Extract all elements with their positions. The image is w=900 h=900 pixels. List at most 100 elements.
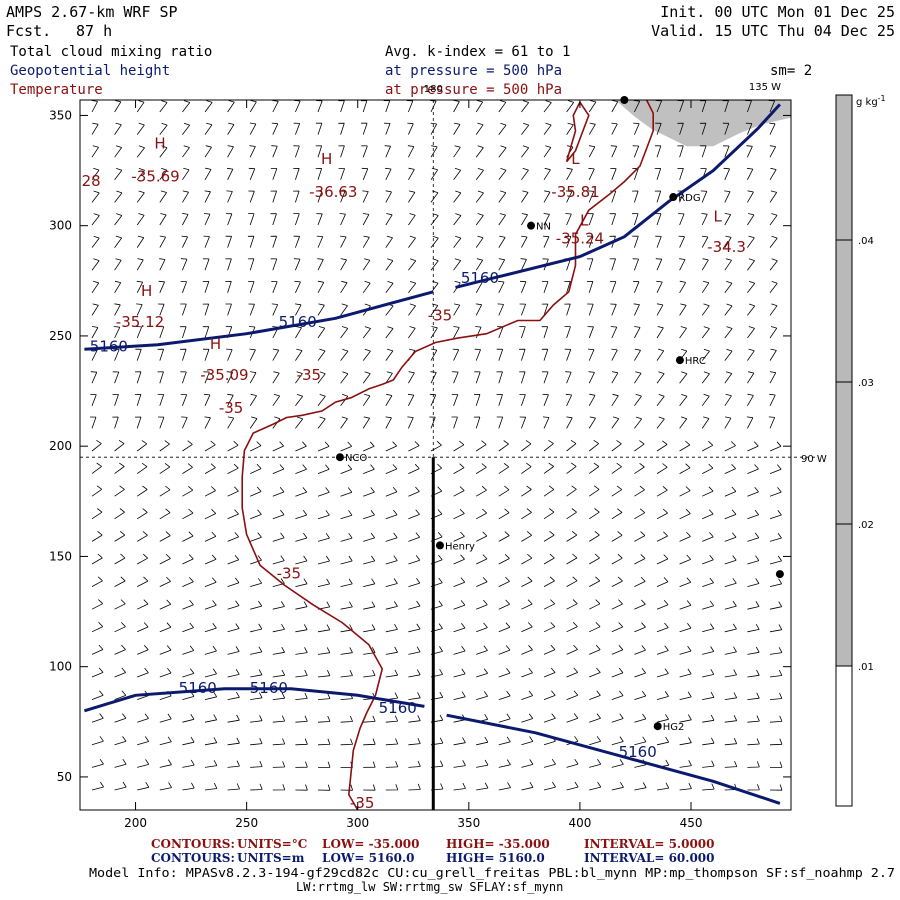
y-tick-label: 150 — [49, 549, 72, 563]
height-contours-label: CONTOURS: — [151, 851, 235, 865]
meridian-135w-label: 135 W — [749, 82, 781, 93]
height-contours-units: UNITS=m — [237, 851, 305, 865]
temperature-contour-label: -35 — [297, 366, 322, 384]
y-tick-label: 100 — [49, 660, 72, 674]
field-temperature-title: Temperature — [10, 82, 103, 98]
temp-contours-low: LOW= -35.000 — [322, 837, 420, 851]
forecast-label: Fcst. — [6, 22, 51, 40]
height-contour-label: 5160 — [250, 679, 288, 697]
extremum-type-low: L — [580, 212, 589, 230]
extremum-value: -35.24 — [556, 229, 604, 247]
temperature-contour-0 — [241, 100, 654, 810]
extremum-type-high: H — [321, 150, 332, 168]
temp-contours-units: UNITS=°C — [237, 837, 307, 851]
colorbar-tick-label: .02 — [858, 520, 874, 531]
x-tick-label: 400 — [568, 816, 591, 830]
extremum-type-high: H — [210, 335, 221, 353]
extremum-value: -34.3 — [707, 238, 746, 256]
extremum-value: -35.09 — [200, 366, 248, 384]
station-marker — [435, 541, 444, 550]
extremum-value: -35.81 — [551, 183, 599, 201]
field-cloud-title: Total cloud mixing ratio — [10, 44, 212, 60]
forecast-value: 87 h — [76, 22, 112, 40]
y-tick-label: 350 — [49, 108, 72, 122]
station-label: Henry — [445, 541, 475, 552]
colorbar-unit-text: g kg — [856, 97, 878, 108]
colorbar-frame — [835, 94, 853, 807]
height-contour-label: 5160 — [619, 743, 657, 761]
height-pressure: at pressure = 500 hPa — [385, 63, 562, 79]
station-label: HRC — [685, 356, 706, 367]
extremum-type-low: L — [713, 207, 722, 225]
model-info: Model Info: MPASv8.2.3-194-gf29cd82c CU:… — [89, 866, 895, 880]
height-contour-1 — [455, 103, 782, 289]
station-label: NN — [536, 222, 551, 233]
height-contour-label: 5160 — [179, 679, 217, 697]
colorbar-tick-label: .03 — [858, 378, 874, 389]
height-contour-0 — [84, 290, 434, 351]
station-marker — [527, 221, 536, 230]
meridian-90w-label: 90 W — [801, 454, 827, 465]
avg-k-index: Avg. k-index = 61 to 1 — [385, 44, 570, 60]
station-marker — [675, 356, 684, 365]
partial-contour-label: 28 — [82, 172, 101, 190]
temperature-contour-label: -35 — [219, 399, 244, 417]
extremum-type-high: H — [154, 135, 165, 153]
height-contours-interval: INTERVAL= 60.000 — [584, 851, 715, 865]
colorbar-tick-label: .01 — [858, 662, 874, 673]
init-time: Init. 00 UTC Mon 01 Dec 25 — [660, 3, 895, 21]
temperature-pressure: at pressure = 500 hPa — [385, 82, 562, 98]
extremum-value: -36.63 — [309, 183, 357, 201]
station-marker — [669, 193, 678, 202]
height-contour-label: 5160 — [279, 313, 317, 331]
x-tick-label: 450 — [680, 816, 703, 830]
x-tick-label: 350 — [457, 816, 480, 830]
colorbar: .01 .02 .03 .04 g kg-1 — [835, 94, 886, 807]
extremum-value: -35.12 — [116, 313, 164, 331]
valid-time: Valid. 15 UTC Thu 04 Dec 25 — [651, 22, 895, 40]
temp-contours-label: CONTOURS: — [151, 837, 235, 851]
colorbar-unit-exponent: -1 — [878, 94, 886, 103]
wind-barbs — [89, 100, 783, 791]
smoothing-label: sm= 2 — [770, 63, 812, 79]
temperature-contour-label: -35 — [277, 564, 302, 582]
extremum-type-low: L — [571, 150, 580, 168]
station-marker — [775, 570, 784, 579]
field-height-title: Geopotential height — [10, 63, 170, 79]
station-label: NCO — [345, 453, 367, 464]
colorbar-tick-label: .04 — [858, 236, 874, 247]
x-tick-label: 200 — [124, 816, 147, 830]
station-label: HG2 — [663, 722, 685, 733]
colorbar-empty — [836, 666, 852, 806]
x-tick-label: 250 — [235, 816, 258, 830]
height-contour-label: 5160 — [90, 337, 128, 355]
height-contours-high: HIGH= 5160.0 — [446, 851, 545, 865]
plot-frame — [79, 99, 792, 811]
height-contour-label: 5160 — [379, 699, 417, 717]
meridian-180-label: 180 — [424, 84, 443, 95]
temp-contours-high: HIGH= -35.000 — [446, 837, 550, 851]
x-tick-label: 300 — [346, 816, 369, 830]
model-title: AMPS 2.67-km WRF SP — [6, 3, 178, 21]
y-tick-label: 250 — [49, 329, 72, 343]
colorbar-fill — [836, 95, 852, 666]
station-marker — [653, 722, 662, 731]
height-contours-low: LOW= 5160.0 — [322, 851, 415, 865]
height-contour-3 — [446, 713, 781, 805]
extremum-value: -35.69 — [131, 168, 179, 186]
temperature-contour-label: -35 — [350, 794, 375, 812]
temperature-contour-label: -35 — [428, 306, 453, 324]
y-tick-label: 50 — [57, 770, 72, 784]
height-contour-2 — [83, 687, 425, 713]
footer: CONTOURS: UNITS=°C LOW= -35.000 HIGH= -3… — [89, 837, 895, 894]
station-label: RDG — [678, 193, 700, 204]
model-info-2: LW:rrtmg_lw SW:rrtmg_sw SFLAY:sf_mynn — [296, 880, 563, 894]
colorbar-unit: g kg-1 — [856, 94, 886, 108]
y-tick-label: 300 — [49, 219, 72, 233]
y-tick-label: 200 — [49, 439, 72, 453]
plot-area: 5160 5160 5160 5160 5160 5160 5160 -35 -35 -35 -35… — [49, 82, 827, 830]
temp-contours-interval: INTERVAL= 5.0000 — [584, 837, 715, 851]
extremum-type-high: H — [141, 282, 152, 300]
height-contour-label: 5160 — [461, 269, 499, 287]
